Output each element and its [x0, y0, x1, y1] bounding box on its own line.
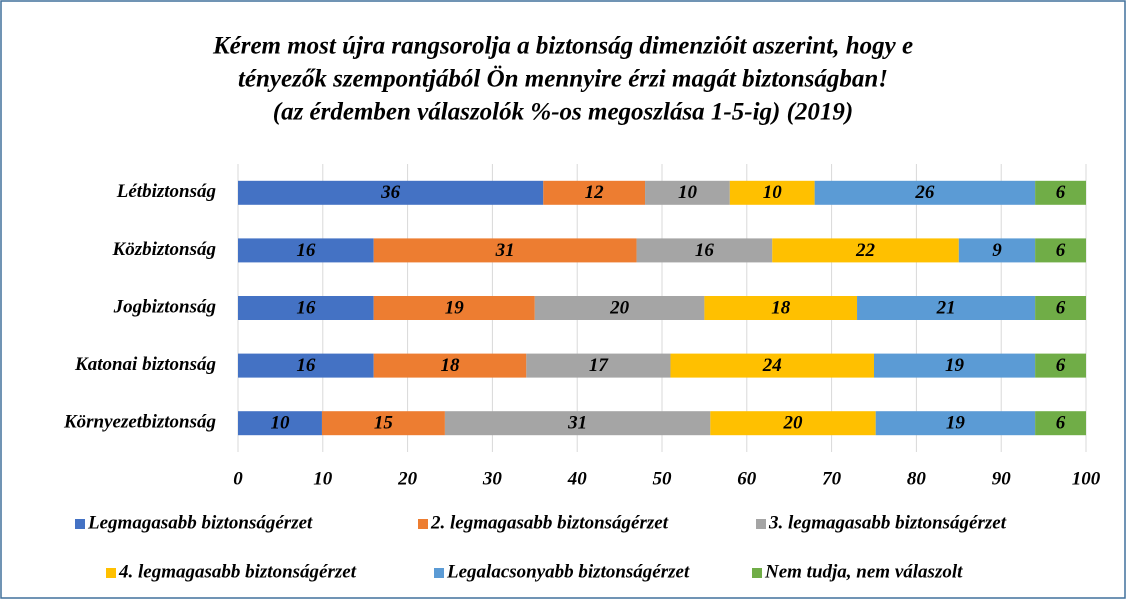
- bar-segment: [238, 296, 374, 320]
- data-label: 20: [609, 297, 630, 318]
- x-tick-label: 0: [233, 468, 243, 489]
- legend-swatch: [418, 519, 428, 529]
- data-label: 9: [992, 240, 1002, 261]
- data-label: 19: [946, 413, 966, 434]
- x-tick-label: 90: [992, 468, 1012, 489]
- y-tick-label: Jogbiztonság: [113, 296, 216, 317]
- bar-segment: [1035, 296, 1086, 320]
- bar-segment: [238, 411, 322, 436]
- data-label: 6: [1056, 182, 1066, 203]
- data-label: 22: [855, 240, 876, 261]
- legend-swatch: [752, 568, 762, 578]
- legend-label: 3. legmagasabb biztonságérzet: [768, 512, 1007, 533]
- data-label: 17: [589, 355, 610, 376]
- bar-segment: [710, 411, 876, 436]
- x-tick-label: 10: [313, 468, 333, 489]
- data-label: 10: [763, 182, 783, 203]
- bar-segment: [645, 180, 730, 205]
- legend-label: 4. legmagasabb biztonságérzet: [118, 561, 357, 582]
- bar-segment: [321, 411, 445, 436]
- y-tick-label: Létbiztonság: [116, 181, 216, 202]
- legend-swatch: [75, 519, 85, 529]
- data-label: 36: [380, 182, 401, 203]
- data-label: 19: [445, 297, 465, 318]
- bar-segment: [636, 238, 773, 263]
- data-label: 31: [567, 413, 587, 434]
- data-label: 16: [695, 240, 715, 261]
- data-label: 16: [296, 240, 316, 261]
- bar-segment: [1035, 353, 1086, 378]
- x-tick-label: 100: [1072, 468, 1101, 489]
- data-label: 24: [762, 355, 782, 376]
- x-tick-label: 80: [907, 468, 927, 489]
- data-label: 21: [936, 297, 956, 318]
- bar-segment: [238, 238, 374, 263]
- data-label: 16: [296, 355, 316, 376]
- chart-title: (az érdemben válaszolók %-os megoszlása …: [273, 99, 854, 126]
- bar-segment: [373, 296, 535, 320]
- data-label: 16: [296, 297, 316, 318]
- bar-segment: [857, 296, 1036, 320]
- data-label: 10: [678, 182, 698, 203]
- bar-segment: [772, 238, 959, 263]
- y-tick-label: Közbiztonság: [112, 239, 216, 260]
- data-label: 18: [771, 297, 791, 318]
- bar-segment: [1035, 238, 1086, 263]
- legend-swatch: [434, 568, 444, 578]
- y-tick-label: Környezetbiztonság: [63, 412, 216, 433]
- bar-segment: [670, 353, 874, 378]
- x-tick-label: 20: [397, 468, 418, 489]
- data-label: 31: [495, 240, 515, 261]
- x-tick-label: 70: [822, 468, 842, 489]
- bar-segment: [1035, 180, 1086, 205]
- bar-segment: [373, 353, 527, 378]
- data-label: 15: [374, 413, 394, 434]
- legend-label: Nem tudja, nem válaszolt: [764, 561, 963, 582]
- x-tick-label: 50: [653, 468, 673, 489]
- data-label: 6: [1056, 297, 1066, 318]
- data-label: 6: [1056, 355, 1066, 376]
- legend-swatch: [756, 519, 766, 529]
- chart-title: tényezők szempontjából Ön mennyire érzi …: [238, 66, 888, 93]
- data-label: 6: [1056, 240, 1066, 261]
- bar-segment: [1035, 411, 1086, 436]
- x-tick-label: 60: [737, 468, 757, 489]
- bar-segment: [729, 180, 815, 205]
- bar-segment: [704, 296, 858, 320]
- bar-segment: [543, 180, 646, 205]
- x-tick-label: 40: [567, 468, 588, 489]
- y-tick-label: Katonai biztonság: [74, 354, 216, 375]
- legend-swatch: [106, 568, 116, 578]
- bar-segment: [526, 353, 671, 378]
- bar-segment: [958, 238, 1036, 263]
- data-label: 12: [585, 182, 605, 203]
- legend-label: Legmagasabb biztonságérzet: [87, 512, 313, 533]
- data-label: 10: [270, 413, 290, 434]
- bar-segment: [238, 180, 544, 205]
- chart-title: Kérem most újra rangsorolja a biztonság …: [212, 33, 913, 60]
- bar-segment: [238, 353, 374, 378]
- data-label: 6: [1056, 413, 1066, 434]
- data-label: 18: [441, 355, 461, 376]
- data-label: 19: [945, 355, 965, 376]
- bar-segment: [534, 296, 705, 320]
- legend-label: 2. legmagasabb biztonságérzet: [430, 512, 669, 533]
- x-tick-label: 30: [482, 468, 503, 489]
- bar-segment: [874, 353, 1036, 378]
- bar-segment: [373, 238, 637, 263]
- bar-segment: [875, 411, 1036, 436]
- data-label: 26: [914, 182, 935, 203]
- bar-segment: [444, 411, 711, 436]
- data-label: 20: [783, 413, 804, 434]
- bar-segment: [814, 180, 1036, 205]
- legend-label: Legalacsonyabb biztonságérzet: [446, 561, 690, 582]
